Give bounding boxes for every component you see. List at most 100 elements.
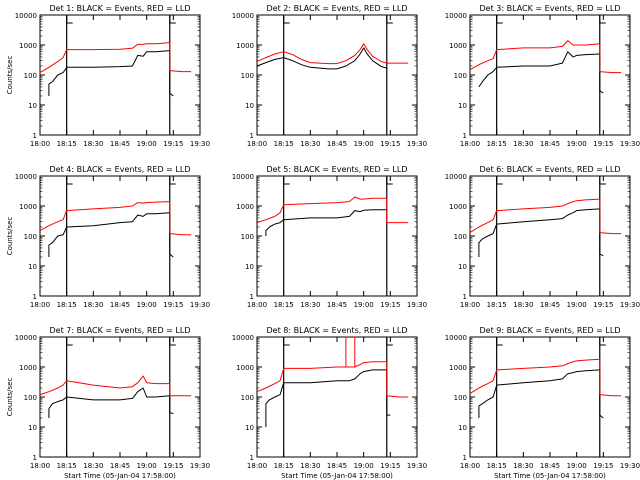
time-marker-flag xyxy=(386,338,393,346)
y-tick-label: 10 xyxy=(28,424,37,432)
x-tick-label: 18:15 xyxy=(57,301,77,309)
y-tick-label: 100 xyxy=(241,72,254,80)
y-tick-label: 1 xyxy=(463,132,467,140)
y-tick-label: 10 xyxy=(458,102,467,110)
x-tick-label: 18:30 xyxy=(513,140,533,148)
x-tick-label: 18:00 xyxy=(247,140,267,148)
x-tick-label: 19:30 xyxy=(190,140,210,148)
series-line-events xyxy=(48,212,174,258)
time-marker-flag xyxy=(496,338,503,346)
y-tick-label: 10000 xyxy=(445,173,467,181)
y-tick-label: 1 xyxy=(250,132,254,140)
x-tick-label: 19:15 xyxy=(163,301,183,309)
y-tick-label: 1000 xyxy=(236,203,254,211)
panel-det-4: Det 4: BLACK = Events, RED = LLD 1 10 100 10… xyxy=(6,165,210,309)
x-tick-label: 18:30 xyxy=(83,462,103,470)
x-tick-label: 19:00 xyxy=(354,140,374,148)
y-tick-label: 10 xyxy=(28,102,37,110)
x-tick-label: 18:45 xyxy=(540,140,560,148)
series-line-events xyxy=(256,47,387,70)
time-marker-flag xyxy=(283,338,290,346)
x-tick-label: 19:30 xyxy=(407,301,427,309)
panel-det-5: Det 5: BLACK = Events, RED = LLD 1 10 100 10… xyxy=(232,165,427,309)
time-marker-flag xyxy=(66,338,73,346)
time-marker-flag xyxy=(283,16,290,24)
x-tick-label: 19:00 xyxy=(137,462,157,470)
x-tick-label: 18:15 xyxy=(487,462,507,470)
y-tick-label: 10000 xyxy=(15,334,37,342)
series-line-lld xyxy=(39,42,192,74)
time-marker-flag xyxy=(66,177,73,185)
series-line-lld xyxy=(469,198,622,235)
x-tick-label: 18:30 xyxy=(83,301,103,309)
time-marker-flag xyxy=(169,177,176,185)
x-tick-label: 18:30 xyxy=(300,301,320,309)
x-tick-label: 19:15 xyxy=(593,462,613,470)
series-line-lld xyxy=(39,375,192,397)
series-line-events xyxy=(478,369,604,419)
y-tick-label: 10 xyxy=(458,263,467,271)
y-tick-label: 100 xyxy=(454,72,467,80)
x-tick-label: 19:30 xyxy=(620,301,640,309)
y-tick-label: 10 xyxy=(28,263,37,271)
panel-det-2: Det 2: BLACK = Events, RED = LLD 1 10 100 10… xyxy=(232,4,427,148)
x-tick-label: 19:15 xyxy=(380,301,400,309)
y-tick-label: 1 xyxy=(250,293,254,301)
panel-det-7: Det 7: BLACK = Events, RED = LLD 1 10 100 10… xyxy=(6,326,210,480)
y-tick-label: 100 xyxy=(24,394,37,402)
time-marker-flag xyxy=(386,177,393,185)
y-tick-label: 100 xyxy=(24,72,37,80)
x-axis-label: Start Time (05-Jan-04 17:58:00) xyxy=(64,472,176,480)
x-tick-label: 18:00 xyxy=(30,301,50,309)
series-line-events xyxy=(265,209,387,236)
x-tick-label: 19:00 xyxy=(567,462,587,470)
y-tick-label: 1 xyxy=(33,132,37,140)
x-tick-label: 19:15 xyxy=(163,140,183,148)
y-tick-label: 10 xyxy=(458,424,467,432)
x-tick-label: 18:15 xyxy=(274,140,294,148)
y-tick-label: 1 xyxy=(250,454,254,462)
x-tick-label: 18:45 xyxy=(110,301,130,309)
time-marker-flag xyxy=(599,338,606,346)
series-line-lld xyxy=(469,358,622,397)
panel-title: Det 7: BLACK = Events, RED = LLD xyxy=(50,326,191,335)
y-tick-label: 1000 xyxy=(19,42,37,50)
x-tick-label: 18:30 xyxy=(300,462,320,470)
series-line-events xyxy=(48,50,174,97)
series-line-lld xyxy=(256,196,409,224)
x-tick-label: 19:30 xyxy=(620,140,640,148)
x-tick-label: 18:00 xyxy=(247,301,267,309)
x-tick-label: 18:45 xyxy=(110,462,130,470)
x-tick-label: 18:15 xyxy=(57,462,77,470)
x-tick-label: 18:45 xyxy=(540,462,560,470)
x-tick-label: 18:15 xyxy=(487,301,507,309)
y-tick-label: 1 xyxy=(463,454,467,462)
x-tick-label: 19:30 xyxy=(620,462,640,470)
x-tick-label: 18:00 xyxy=(30,462,50,470)
y-tick-label: 100 xyxy=(454,394,467,402)
x-tick-label: 19:15 xyxy=(380,462,400,470)
y-tick-label: 10000 xyxy=(232,334,254,342)
x-tick-label: 18:30 xyxy=(513,301,533,309)
series-line-lld xyxy=(39,201,192,236)
series-line-lld xyxy=(469,40,622,74)
x-tick-label: 19:30 xyxy=(190,462,210,470)
panel-det-9: Det 9: BLACK = Events, RED = LLD 1 10 100 10… xyxy=(445,326,640,480)
y-tick-label: 1000 xyxy=(236,42,254,50)
series-line-events xyxy=(48,387,174,418)
y-tick-label: 10000 xyxy=(232,173,254,181)
y-tick-label: 100 xyxy=(241,394,254,402)
panel-det-8: Det 8: BLACK = Events, RED = LLD 1 10 100 10… xyxy=(232,326,427,480)
time-marker-flag xyxy=(386,16,393,24)
panel-title: Det 5: BLACK = Events, RED = LLD xyxy=(267,165,408,174)
x-tick-label: 19:30 xyxy=(407,140,427,148)
x-tick-label: 18:00 xyxy=(460,140,480,148)
panel-title: Det 9: BLACK = Events, RED = LLD xyxy=(480,326,621,335)
x-tick-label: 19:00 xyxy=(567,140,587,148)
y-tick-label: 10000 xyxy=(445,12,467,20)
y-tick-label: 1000 xyxy=(449,42,467,50)
x-tick-label: 19:00 xyxy=(137,301,157,309)
y-tick-label: 1 xyxy=(33,454,37,462)
x-tick-label: 18:15 xyxy=(274,301,294,309)
panel-title: Det 2: BLACK = Events, RED = LLD xyxy=(267,4,408,13)
